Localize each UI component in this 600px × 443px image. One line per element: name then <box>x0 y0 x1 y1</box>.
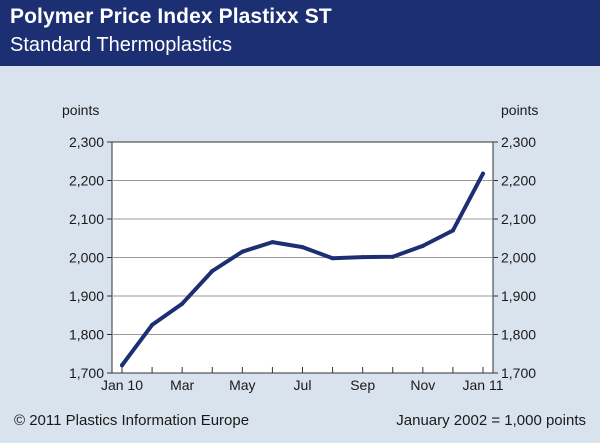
x-tick-label: Nov <box>410 377 435 393</box>
x-tick-label: Sep <box>350 377 375 393</box>
y-tick-label-right: 1,800 <box>501 327 536 343</box>
x-tick-label: May <box>229 377 255 393</box>
y-tick-label-right: 2,000 <box>501 250 536 266</box>
chart-header: Polymer Price Index Plastixx ST Standard… <box>0 0 600 66</box>
data-point <box>120 363 124 368</box>
y-tick-label-left: 2,300 <box>69 134 104 150</box>
y-axis-ticks: 1,700 1,700 1,800 1,800 1,900 1,900 2,000 2,000… <box>69 134 536 381</box>
y-axis-label-left: points <box>62 102 99 118</box>
y-tick-label-left: 2,200 <box>69 173 104 189</box>
y-tick-label-right: 1,900 <box>501 288 536 304</box>
y-tick-label-right: 1,700 <box>501 365 536 381</box>
data-point <box>481 171 485 176</box>
data-point <box>150 322 155 327</box>
x-axis-ticks: Jan 10 Mar May Jul Sep Nov Jan 11 <box>101 367 504 393</box>
y-tick-label-left: 2,100 <box>69 211 104 227</box>
base-note: January 2002 = 1,000 points <box>396 412 586 429</box>
data-point <box>450 228 455 233</box>
y-tick-label-left: 1,800 <box>69 327 104 343</box>
data-point <box>210 268 215 273</box>
series-group <box>120 171 485 368</box>
y-tick-label-left: 1,700 <box>69 365 104 381</box>
x-tick-label: Jul <box>294 377 312 393</box>
x-tick-label: Jan 10 <box>101 377 143 393</box>
data-point <box>390 254 395 259</box>
data-point <box>270 240 275 245</box>
x-tick-label: Jan 11 <box>463 377 504 393</box>
data-point <box>300 245 305 250</box>
copyright-note: © 2011 Plastics Information Europe <box>14 412 250 429</box>
chart-subtitle: Standard Thermoplastics <box>10 34 232 56</box>
data-point <box>180 301 185 306</box>
x-tick-label: Mar <box>170 377 194 393</box>
y-tick-label-right: 2,200 <box>501 173 536 189</box>
y-tick-label-left: 1,900 <box>69 288 104 304</box>
y-tick-label-right: 2,300 <box>501 134 536 150</box>
y-tick-label-right: 2,100 <box>501 211 536 227</box>
grid-lines <box>112 180 493 335</box>
y-axis-label-right: points <box>501 102 538 118</box>
data-point <box>330 256 335 261</box>
data-point <box>420 243 425 248</box>
y-tick-label-left: 2,000 <box>69 250 104 266</box>
data-point <box>240 249 245 254</box>
chart-title: Polymer Price Index Plastixx ST <box>10 5 332 28</box>
data-point <box>360 255 365 260</box>
